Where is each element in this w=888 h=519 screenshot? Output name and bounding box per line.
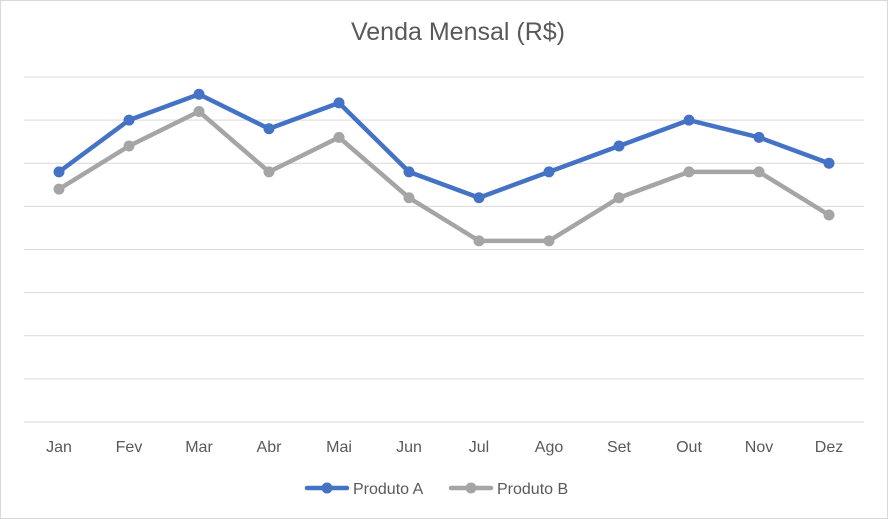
data-point <box>473 235 485 247</box>
data-point <box>613 192 625 204</box>
data-point <box>753 131 765 143</box>
data-point <box>53 166 65 178</box>
legend-label: Produto B <box>497 481 568 498</box>
data-point <box>403 166 415 178</box>
data-point <box>193 106 205 117</box>
legend: Produto A Produto B <box>304 481 568 498</box>
legend-marker <box>465 482 477 494</box>
x-tick-label: Abr <box>257 439 283 456</box>
x-tick-label: Jul <box>469 439 489 456</box>
data-point <box>683 114 695 126</box>
data-point <box>753 166 765 178</box>
data-point <box>543 166 555 178</box>
series-line <box>56 92 832 200</box>
x-tick-label: Jun <box>396 439 422 456</box>
data-point <box>123 140 135 152</box>
data-point <box>123 114 135 126</box>
data-point <box>333 97 345 109</box>
data-point <box>403 192 415 204</box>
data-point <box>613 140 625 152</box>
x-tick-label: Fev <box>116 439 143 456</box>
data-point <box>333 131 345 143</box>
x-axis-tick-labels: Jan Fev Mar Abr Mai Jun Jul Ago Set Out Nov Dez <box>46 439 843 456</box>
x-tick-label: Set <box>607 439 632 456</box>
legend-item: Produto B <box>448 481 568 498</box>
data-point <box>543 235 555 247</box>
data-point <box>193 88 205 100</box>
data-point <box>263 166 275 178</box>
data-point <box>53 183 65 195</box>
data-point <box>263 123 275 135</box>
chart-title: Venda Mensal (R$) <box>351 18 565 46</box>
legend-item: Produto A <box>304 481 424 498</box>
legend-marker <box>321 482 333 494</box>
legend-label: Produto A <box>353 481 424 498</box>
data-point <box>683 166 695 178</box>
x-tick-label: Nov <box>745 439 773 456</box>
data-point <box>823 209 835 221</box>
x-tick-label: Mai <box>326 439 352 456</box>
x-tick-label: Out <box>676 439 702 456</box>
x-tick-label: Dez <box>815 439 843 456</box>
x-tick-label: Jan <box>46 439 72 456</box>
series-layer <box>53 88 835 247</box>
series-line <box>56 109 832 244</box>
x-tick-label: Ago <box>535 439 564 456</box>
data-point <box>473 192 485 204</box>
x-tick-label: Mar <box>185 439 213 456</box>
gridlines <box>24 76 864 423</box>
data-point <box>823 157 835 169</box>
